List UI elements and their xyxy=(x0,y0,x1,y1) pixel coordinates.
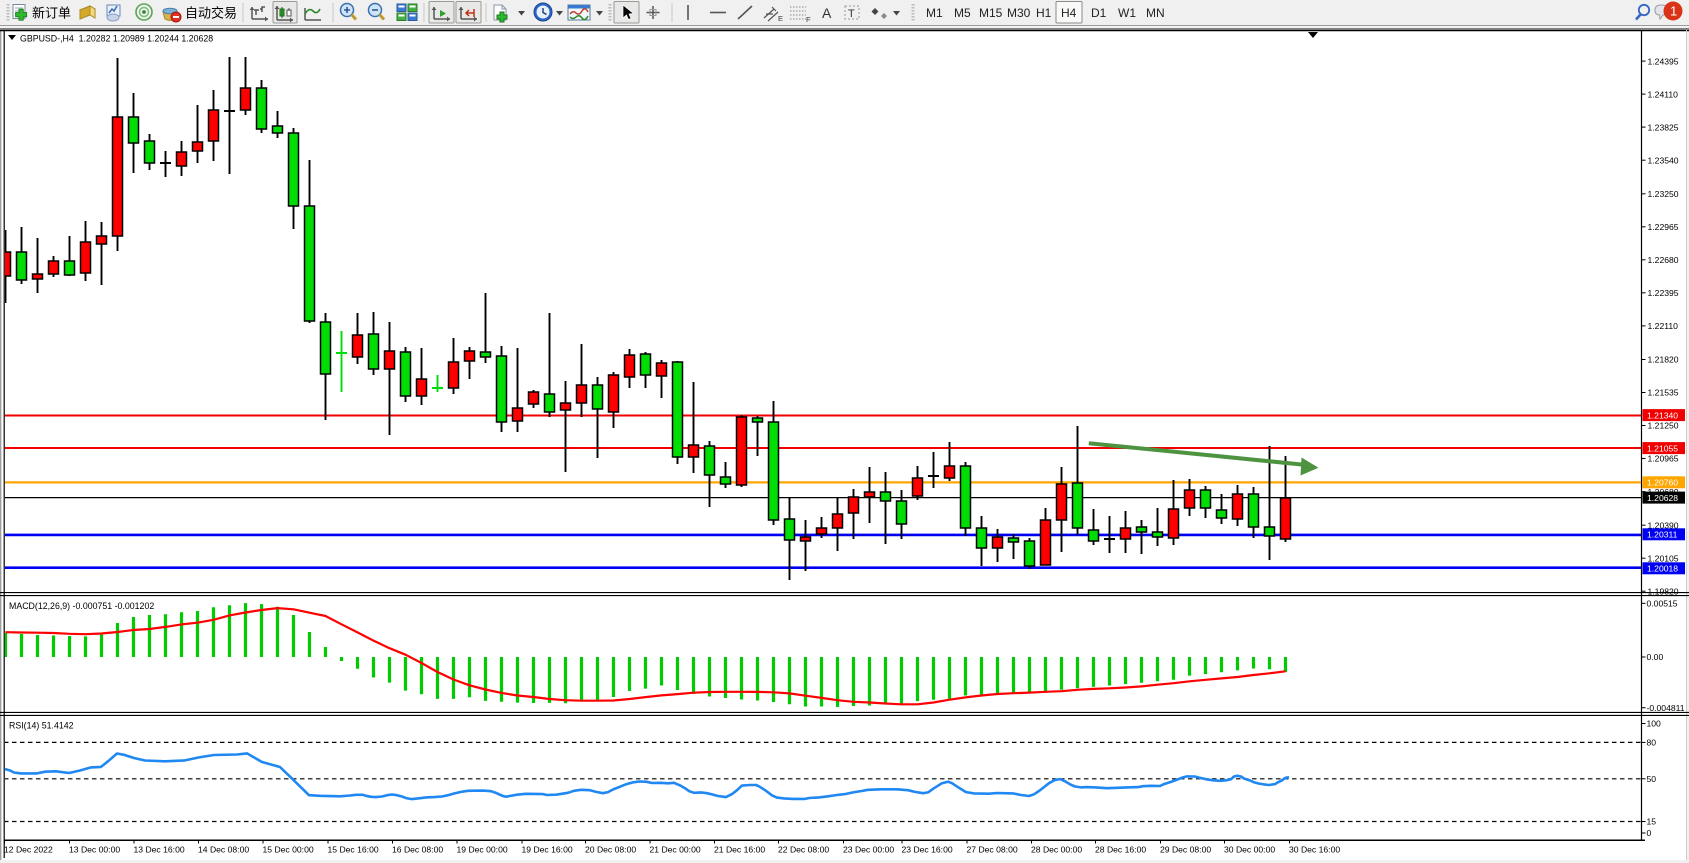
svg-text:1.22965: 1.22965 xyxy=(1648,222,1679,232)
svg-text:1.21535: 1.21535 xyxy=(1648,388,1679,398)
svg-text:1.21055: 1.21055 xyxy=(1647,443,1678,453)
svg-text:19 Dec 16:00: 19 Dec 16:00 xyxy=(522,845,573,855)
svg-text:13 Dec 16:00: 13 Dec 16:00 xyxy=(134,845,185,855)
svg-text:23 Dec 00:00: 23 Dec 00:00 xyxy=(843,845,894,855)
svg-text:-0.004811: -0.004811 xyxy=(1647,703,1685,713)
svg-text:1.20018: 1.20018 xyxy=(1647,564,1678,574)
svg-text:M1: M1 xyxy=(926,6,943,20)
svg-text:T: T xyxy=(848,8,855,20)
svg-text:F: F xyxy=(806,15,811,24)
svg-text:19 Dec 00:00: 19 Dec 00:00 xyxy=(457,845,508,855)
svg-text:自动交易: 自动交易 xyxy=(185,6,237,21)
svg-text:0.00: 0.00 xyxy=(1647,652,1664,662)
svg-text:28 Dec 16:00: 28 Dec 16:00 xyxy=(1095,845,1146,855)
svg-text:M15: M15 xyxy=(979,6,1003,20)
svg-text:21 Dec 16:00: 21 Dec 16:00 xyxy=(714,845,765,855)
svg-text:1.20760: 1.20760 xyxy=(1647,478,1678,488)
svg-text:15 Dec 16:00: 15 Dec 16:00 xyxy=(328,845,379,855)
svg-text:1.23540: 1.23540 xyxy=(1648,155,1679,165)
svg-text:E: E xyxy=(778,14,783,23)
svg-text:0.00515: 0.00515 xyxy=(1647,599,1678,609)
svg-text:1.20628: 1.20628 xyxy=(1647,493,1678,503)
svg-text:1.20965: 1.20965 xyxy=(1648,454,1679,464)
svg-text:28 Dec 00:00: 28 Dec 00:00 xyxy=(1031,845,1082,855)
svg-text:1.21250: 1.21250 xyxy=(1648,421,1679,431)
svg-text:1: 1 xyxy=(1670,4,1677,19)
svg-text:1.21820: 1.21820 xyxy=(1648,355,1679,365)
svg-text:1.20105: 1.20105 xyxy=(1648,553,1679,563)
svg-text:100: 100 xyxy=(1647,719,1662,729)
svg-text:1.24395: 1.24395 xyxy=(1648,56,1679,66)
svg-text:1.20311: 1.20311 xyxy=(1647,530,1678,540)
svg-text:MACD(12,26,9) -0.000751 -0.001: MACD(12,26,9) -0.000751 -0.001202 xyxy=(9,601,154,611)
svg-text:27 Dec 08:00: 27 Dec 08:00 xyxy=(967,845,1018,855)
svg-text:1.23825: 1.23825 xyxy=(1648,122,1679,132)
svg-text:1.22395: 1.22395 xyxy=(1648,288,1679,298)
svg-text:1.24110: 1.24110 xyxy=(1648,89,1679,99)
svg-text:16 Dec 08:00: 16 Dec 08:00 xyxy=(392,845,443,855)
svg-text:14 Dec 08:00: 14 Dec 08:00 xyxy=(198,845,249,855)
svg-text:新订单: 新订单 xyxy=(32,6,71,21)
svg-text:12 Dec 2022: 12 Dec 2022 xyxy=(4,845,53,855)
svg-text:1.20390: 1.20390 xyxy=(1648,520,1679,530)
svg-text:A: A xyxy=(822,5,832,21)
svg-text:M30: M30 xyxy=(1007,6,1031,20)
svg-text:1.22110: 1.22110 xyxy=(1648,321,1679,331)
svg-text:GBPUSD-,H4 1.20282 1.20989 1.: GBPUSD-,H4 1.20282 1.20989 1.20244 1.206… xyxy=(20,34,213,44)
svg-text:29 Dec 08:00: 29 Dec 08:00 xyxy=(1160,845,1211,855)
svg-text:MN: MN xyxy=(1146,6,1165,20)
svg-text:RSI(14) 51.4142: RSI(14) 51.4142 xyxy=(9,721,74,731)
svg-text:H4: H4 xyxy=(1061,6,1077,20)
svg-text:1.22680: 1.22680 xyxy=(1648,255,1679,265)
svg-text:13 Dec 00:00: 13 Dec 00:00 xyxy=(69,845,120,855)
svg-text:15 Dec 00:00: 15 Dec 00:00 xyxy=(263,845,314,855)
svg-text:M5: M5 xyxy=(954,6,971,20)
svg-text:W1: W1 xyxy=(1118,6,1136,20)
svg-text:50: 50 xyxy=(1647,774,1657,784)
svg-text:30 Dec 16:00: 30 Dec 16:00 xyxy=(1289,845,1340,855)
svg-text:23 Dec 16:00: 23 Dec 16:00 xyxy=(902,845,953,855)
svg-text:1.21340: 1.21340 xyxy=(1647,410,1678,420)
svg-text:D1: D1 xyxy=(1091,6,1107,20)
svg-text:21 Dec 00:00: 21 Dec 00:00 xyxy=(650,845,701,855)
svg-text:0: 0 xyxy=(1647,828,1652,838)
svg-text:H1: H1 xyxy=(1036,6,1052,20)
svg-text:1.23250: 1.23250 xyxy=(1648,189,1679,199)
svg-text:15: 15 xyxy=(1647,817,1657,827)
svg-text:30 Dec 00:00: 30 Dec 00:00 xyxy=(1224,845,1275,855)
svg-text:1.19820: 1.19820 xyxy=(1648,586,1679,596)
svg-text:80: 80 xyxy=(1647,738,1657,748)
svg-text:20 Dec 08:00: 20 Dec 08:00 xyxy=(585,845,636,855)
svg-text:22 Dec 08:00: 22 Dec 08:00 xyxy=(778,845,829,855)
